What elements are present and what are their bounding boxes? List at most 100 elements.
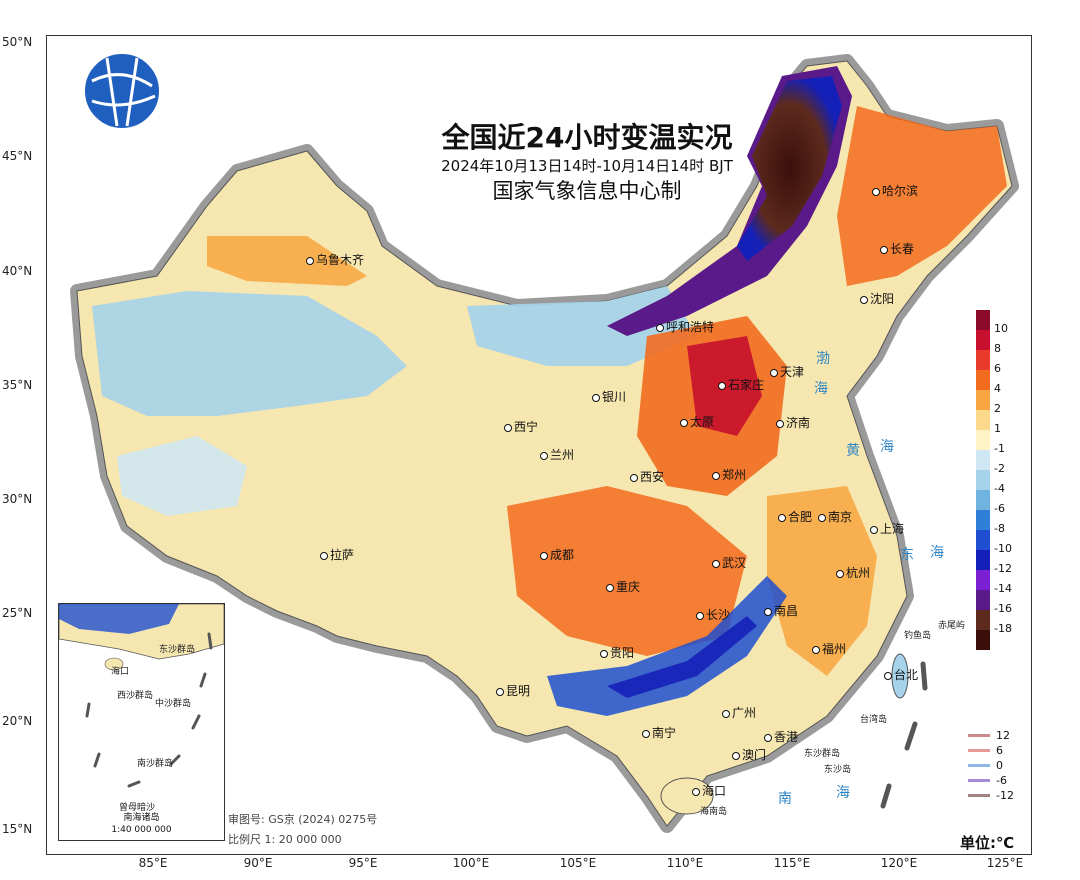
line-legend-item: -6 — [968, 773, 1014, 788]
line-legend-item: -12 — [968, 788, 1014, 803]
line-legend-label: 6 — [996, 744, 1003, 757]
central-warm-zone — [507, 486, 747, 656]
city-marker: 贵阳 — [600, 644, 634, 661]
legend-tick-label: 4 — [994, 382, 1001, 395]
city-marker: 银川 — [592, 388, 626, 405]
western-cool-zone — [92, 291, 407, 416]
inset-label: 中沙群岛 — [155, 699, 192, 709]
city-marker: 杭州 — [836, 564, 870, 581]
sea-label: 海 — [880, 439, 900, 455]
island-label: 台湾岛 — [860, 715, 888, 725]
city-marker: 海口 — [692, 782, 726, 799]
line-legend-swatch — [968, 734, 990, 737]
southern-cold-core — [607, 616, 757, 698]
legend-tick-label: -18 — [994, 622, 1012, 635]
sea-label: 渤 — [816, 351, 836, 367]
lon-label: 125°E — [986, 856, 1024, 870]
line-legend-item: 0 — [968, 758, 1014, 773]
city-marker: 西安 — [630, 468, 664, 485]
lon-label: 115°E — [773, 856, 811, 870]
lon-label: 85°E — [138, 856, 168, 870]
approval-info: 审图号: GS京 (2024) 0275号 比例尺 1: 20 000 000 — [228, 810, 377, 850]
city-marker: 广州 — [722, 704, 756, 721]
city-marker: 西宁 — [504, 418, 538, 435]
island-label: 钓鱼岛 — [904, 631, 932, 641]
sea-label: 黄 — [846, 443, 866, 459]
legend-tick-label: -10 — [994, 542, 1012, 555]
city-marker: 香港 — [764, 728, 798, 745]
legend-swatch — [976, 510, 990, 530]
line-legend-item: 6 — [968, 743, 1014, 758]
sea-label: 海 — [930, 545, 950, 561]
city-marker: 南宁 — [642, 724, 676, 741]
south-china-sea-inset: 海口 西沙群岛 中沙群岛 南沙群岛 曾母暗沙 东沙群岛 南海诸岛 1:40 00… — [58, 603, 225, 841]
map-scale: 比例尺 1: 20 000 000 — [228, 833, 342, 846]
lat-label: 35°N — [2, 378, 33, 392]
legend-swatch — [976, 590, 990, 610]
legend-swatch — [976, 310, 990, 330]
city-marker: 乌鲁木齐 — [306, 251, 364, 268]
legend-swatch — [976, 430, 990, 450]
city-marker: 济南 — [776, 414, 810, 431]
lon-label: 100°E — [452, 856, 490, 870]
legend-tick-label: -8 — [994, 522, 1005, 535]
city-marker: 昆明 — [496, 682, 530, 699]
sea-label: 东 — [900, 547, 920, 563]
taiwan-island — [891, 653, 909, 699]
city-marker: 成都 — [540, 546, 574, 563]
hainan-island — [660, 777, 714, 815]
nine-dash-line — [880, 661, 928, 809]
map-subtitle: 2024年10月13日14时-10月14日14时 BJT — [441, 157, 733, 175]
inset-label: 南沙群岛 — [137, 759, 174, 769]
legend-tick-label: -2 — [994, 462, 1005, 475]
legend-swatch — [976, 490, 990, 510]
lon-label: 110°E — [666, 856, 704, 870]
northeast-warm-zone — [837, 106, 1007, 286]
legend-swatch — [976, 570, 990, 590]
city-marker: 沈阳 — [860, 290, 894, 307]
legend-tick-label: 10 — [994, 322, 1008, 335]
legend-swatch — [976, 390, 990, 410]
city-marker: 上海 — [870, 520, 904, 537]
lon-label: 120°E — [880, 856, 918, 870]
line-legend-swatch — [968, 794, 990, 797]
line-legend-swatch — [968, 779, 990, 782]
island-label: 东沙群岛 — [804, 749, 841, 759]
city-marker: 长春 — [880, 240, 914, 257]
line-legend-swatch — [968, 764, 990, 767]
lat-label: 50°N — [2, 35, 33, 49]
city-marker: 南昌 — [764, 602, 798, 619]
legend-swatch — [976, 330, 990, 350]
legend-swatch — [976, 350, 990, 370]
city-marker: 天津 — [770, 363, 804, 380]
island-label: 海南岛 — [700, 807, 728, 817]
legend-tick-label: -1 — [994, 442, 1005, 455]
network-globe-logo — [83, 52, 161, 130]
line-legend-swatch — [968, 749, 990, 752]
lat-label: 40°N — [2, 264, 33, 278]
city-marker: 南京 — [818, 508, 852, 525]
temperature-change-map — [70, 52, 1019, 833]
map-producer: 国家气象信息中心制 — [492, 179, 682, 203]
xinjiang-warm-band — [207, 236, 367, 286]
city-marker: 重庆 — [606, 578, 640, 595]
lat-label: 30°N — [2, 492, 33, 506]
legend-tick-label: -14 — [994, 582, 1012, 595]
city-marker: 长沙 — [696, 606, 730, 623]
approval-number: 审图号: GS京 (2024) 0275号 — [228, 813, 378, 826]
legend-tick-label: -12 — [994, 562, 1012, 575]
map-title: 全国近24小时变温实况 — [441, 121, 733, 154]
inset-label: 东沙群岛 — [159, 645, 196, 655]
inset-label: 西沙群岛 — [117, 691, 154, 701]
legend-swatch — [976, 610, 990, 630]
contour-line-legend: 12 6 0 -6 -12 — [968, 728, 1014, 803]
line-legend-label: -12 — [996, 789, 1014, 802]
tibet-cool-zone — [117, 436, 247, 516]
legend-tick-label: 6 — [994, 362, 1001, 375]
inner-mongolia-cool-zone — [467, 286, 697, 366]
title-block: 全国近24小时变温实况 2024年10月13日14时-10月14日14时 BJT… — [407, 120, 767, 206]
lon-label: 95°E — [348, 856, 378, 870]
inset-map — [59, 604, 224, 788]
city-marker: 武汉 — [712, 554, 746, 571]
sea-label: 海 — [836, 785, 856, 801]
